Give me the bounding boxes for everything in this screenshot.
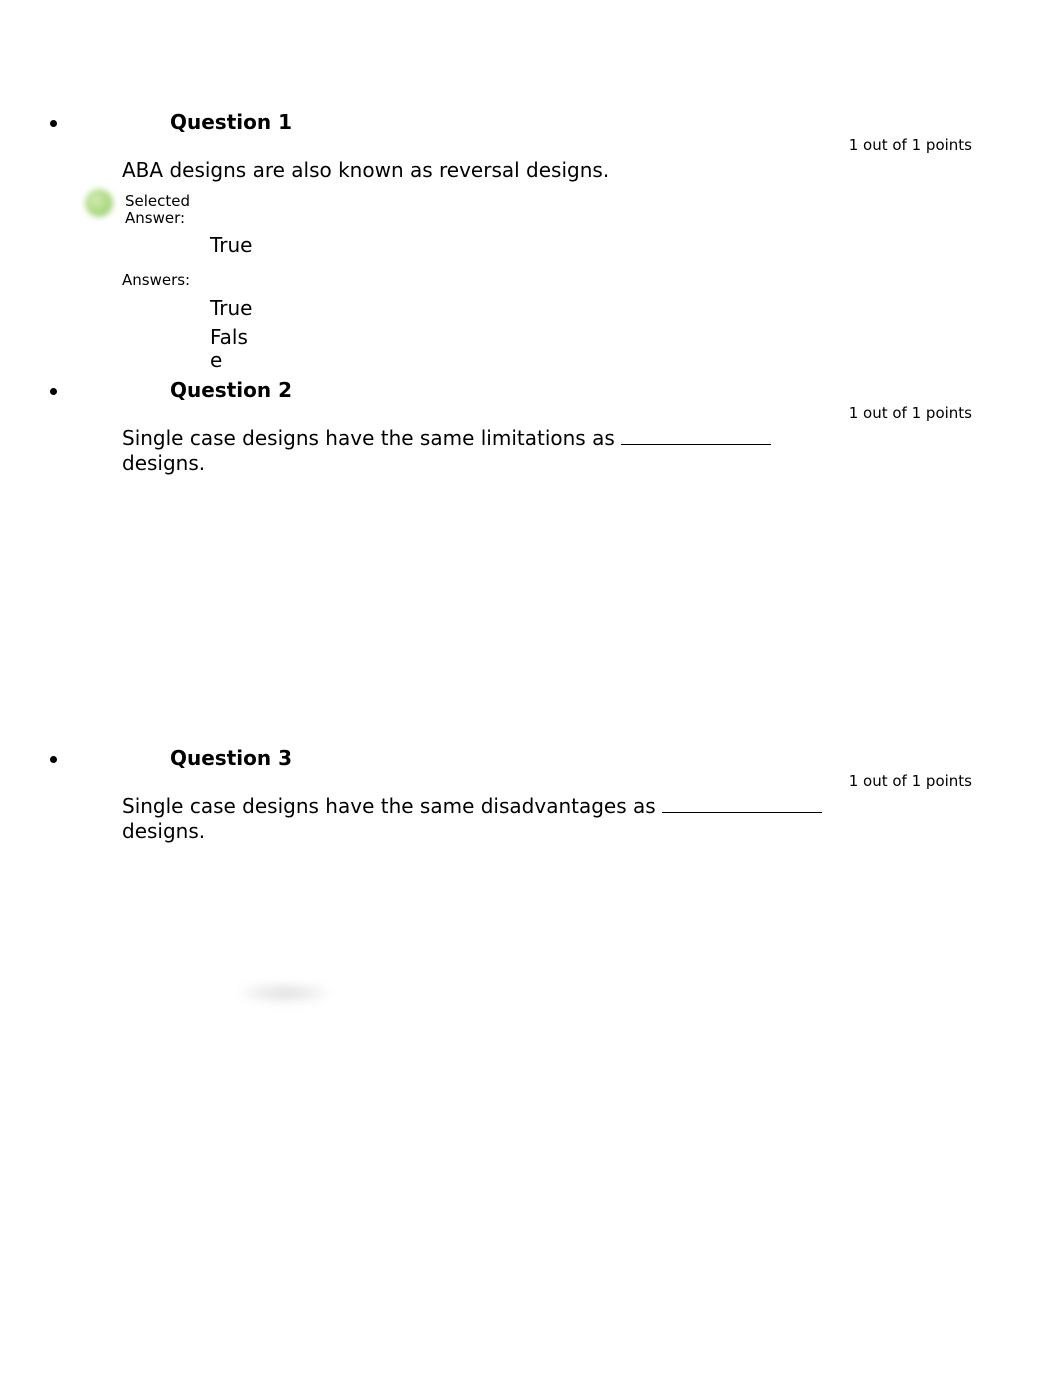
selected-answer-label: Selected Answer: (125, 193, 197, 228)
blur-artifact (240, 984, 330, 1002)
answer-option-false: False (210, 326, 254, 372)
question-points: 1 out of 1 points (0, 404, 972, 422)
selected-answer-value: True (210, 234, 254, 257)
question-text-prefix: Single case designs have the same disadv… (122, 794, 662, 818)
bullet-icon (50, 756, 57, 763)
question-text: ABA designs are also known as reversal d… (122, 158, 852, 183)
question-points: 1 out of 1 points (0, 136, 972, 154)
question-item-3: Question 3 1 out of 1 points Single case… (0, 746, 1062, 1002)
question-number: Question 2 (170, 378, 1062, 402)
fill-blank[interactable] (621, 427, 771, 445)
question-number: Question 1 (170, 110, 1062, 134)
selected-answer-row: Selected Answer: (85, 193, 1062, 228)
question-text: Single case designs have the same disadv… (122, 794, 852, 844)
question-text-prefix: Single case designs have the same limita… (122, 426, 621, 450)
answer-option-true: True (210, 297, 254, 320)
question-points: 1 out of 1 points (0, 772, 972, 790)
bullet-icon (50, 388, 57, 395)
question-text: Single case designs have the same limita… (122, 426, 852, 476)
question-number: Question 3 (170, 746, 1062, 770)
question-item-1: Question 1 1 out of 1 points ABA designs… (0, 110, 1062, 372)
question-text-suffix: designs. (122, 451, 205, 475)
spacer (0, 486, 1062, 746)
question-text-suffix: designs. (122, 819, 205, 843)
answers-label: Answers: (122, 271, 1062, 289)
question-item-2: Question 2 1 out of 1 points Single case… (0, 378, 1062, 746)
bullet-icon (50, 120, 57, 127)
quiz-page: Question 1 1 out of 1 points ABA designs… (0, 0, 1062, 1377)
fill-blank[interactable] (662, 795, 822, 813)
correct-check-icon (85, 189, 113, 217)
question-list: Question 1 1 out of 1 points ABA designs… (0, 110, 1062, 1002)
